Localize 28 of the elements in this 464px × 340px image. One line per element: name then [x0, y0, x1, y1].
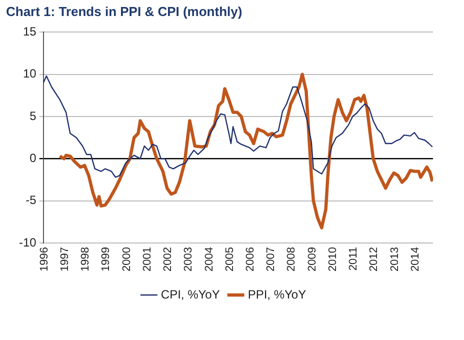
x-tick-label: 2011 [348, 247, 360, 271]
x-tick-label: 1997 [58, 247, 71, 272]
x-tick-label: 2000 [120, 247, 133, 272]
legend-label: PPI, %YoY [248, 287, 306, 302]
x-tick-label: 1999 [100, 247, 112, 272]
x-tick-label: 2004 [203, 247, 216, 272]
x-tick-label: 2008 [286, 247, 298, 272]
x-tick-label: 2005 [224, 247, 236, 272]
x-tick-label: 1998 [80, 247, 92, 272]
chart-title: Chart 1: Trends in PPI & CPI (monthly) [6, 4, 242, 19]
x-tick-label: 1996 [38, 247, 50, 272]
x-tick-label: 2009 [306, 247, 318, 272]
y-tick-label: 0 [30, 150, 37, 165]
x-tick-label: 2003 [182, 247, 195, 272]
x-tick-label: 2010 [326, 247, 339, 272]
y-tick-label: -10 [19, 235, 37, 250]
x-tick-label: 2014 [409, 247, 422, 272]
y-tick-label: 10 [22, 66, 37, 81]
legend-label: CPI, %YoY [160, 287, 220, 302]
y-tick-label: 15 [22, 24, 37, 39]
x-tick-label: 2007 [265, 247, 278, 272]
x-tick-label: 2001 [141, 247, 154, 272]
x-tick-label: 2012 [368, 247, 380, 272]
y-tick-label: -5 [26, 193, 37, 208]
x-tick-label: 2002 [162, 247, 174, 272]
x-tick-label: 2013 [388, 247, 401, 272]
x-tick-label: 2006 [244, 247, 257, 272]
y-tick-label: 5 [30, 108, 37, 123]
